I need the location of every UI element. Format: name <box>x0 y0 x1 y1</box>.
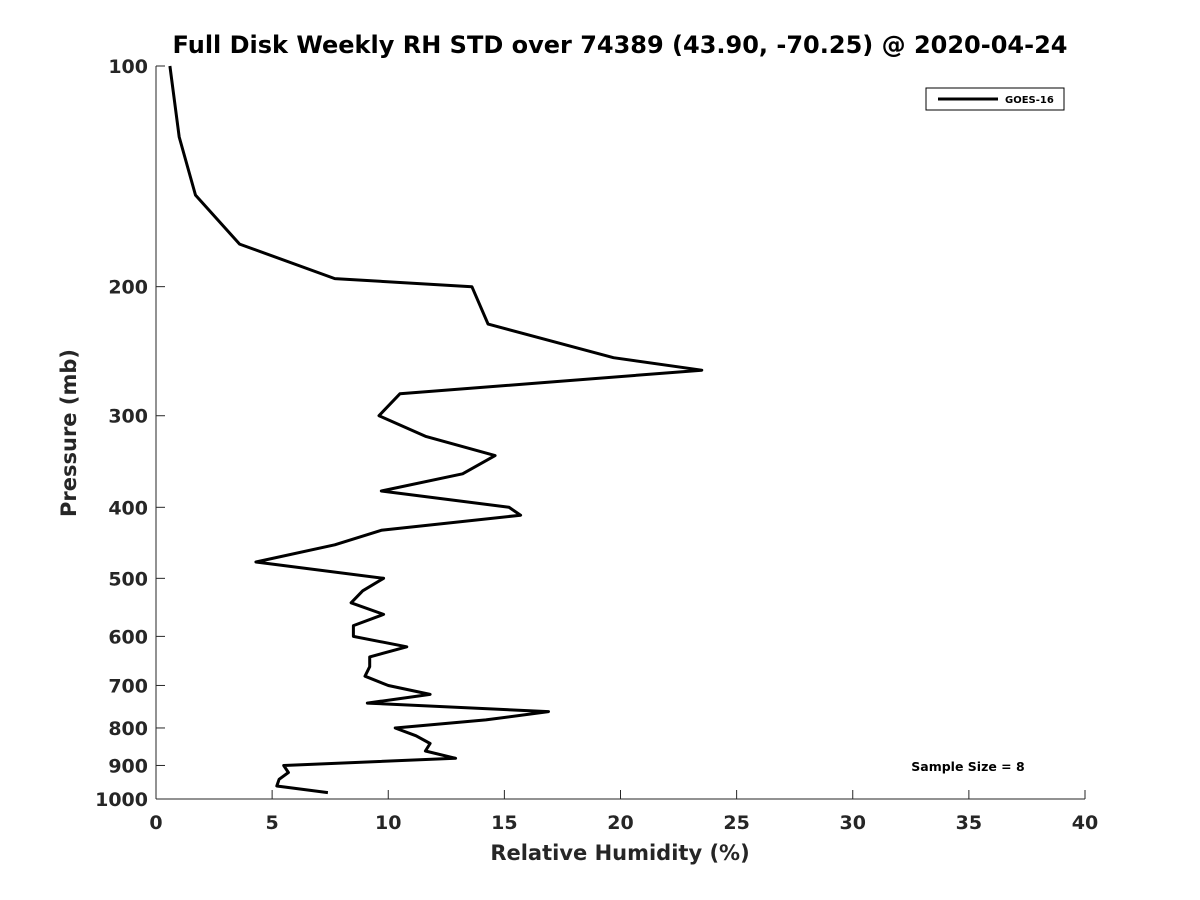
y-axis-label: Pressure (mb) <box>57 349 81 517</box>
x-tick-label: 30 <box>840 812 866 834</box>
data-series <box>168 65 704 795</box>
series-line-goes-16 <box>168 65 704 795</box>
legend: GOES-16 <box>925 87 1065 111</box>
y-tick-label: 1000 <box>95 789 148 811</box>
sample-size-annotation: Sample Size = 8 <box>911 759 1024 774</box>
y-tick-label: 100 <box>108 56 148 78</box>
y-tick-label: 700 <box>108 675 148 697</box>
x-tick-label: 10 <box>375 812 401 834</box>
y-tick-label: 500 <box>108 568 148 590</box>
y-tick-label: 200 <box>108 277 148 299</box>
chart-title: Full Disk Weekly RH STD over 74389 (43.9… <box>173 31 1068 59</box>
x-tick-label: 15 <box>491 812 517 834</box>
x-tick-label: 25 <box>723 812 749 834</box>
x-tick-label: 40 <box>1072 812 1098 834</box>
x-tick-label: 0 <box>149 812 162 834</box>
y-tick-label: 800 <box>108 718 148 740</box>
x-axis-label: Relative Humidity (%) <box>490 841 749 865</box>
plot-axes <box>155 66 1085 800</box>
y-tick-label: 900 <box>108 755 148 777</box>
x-tick-label: 5 <box>266 812 279 834</box>
y-tick-label: 300 <box>108 406 148 428</box>
y-tick-label: 600 <box>108 626 148 648</box>
x-tick-label: 35 <box>956 812 982 834</box>
x-tick-label: 20 <box>607 812 633 834</box>
y-tick-label: 400 <box>108 497 148 519</box>
x-axis-ticks: 0 5 10 15 20 25 30 35 40 <box>149 790 1098 834</box>
legend-label: GOES-16 <box>1005 95 1054 106</box>
y-axis-ticks: 100 200 300 400 500 600 700 800 900 1000 <box>95 56 165 811</box>
